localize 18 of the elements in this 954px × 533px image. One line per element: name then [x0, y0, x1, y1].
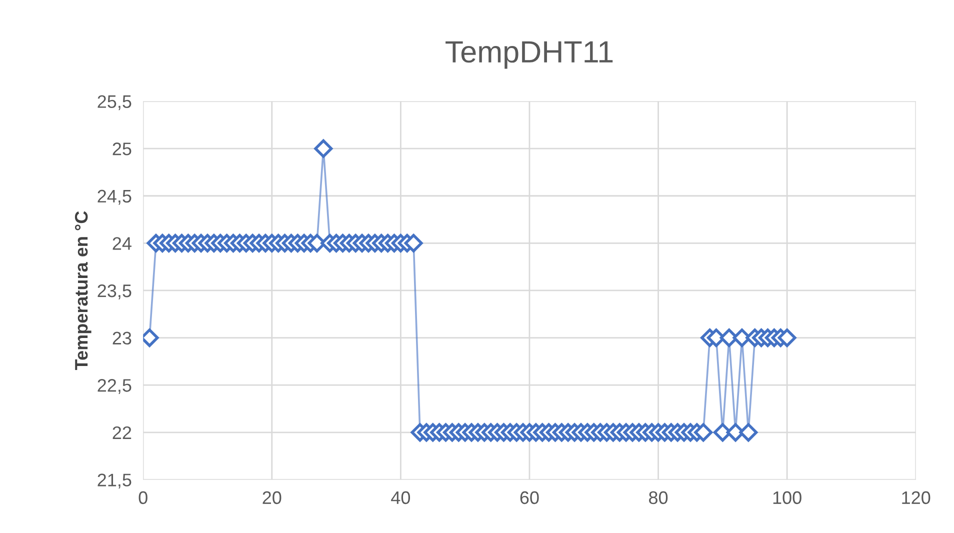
x-tick-label: 80: [649, 491, 668, 504]
y-tick-label: 22,5: [98, 379, 132, 394]
chart-title: TempDHT11: [446, 41, 613, 69]
x-tick-label: 120: [902, 491, 930, 504]
y-tick-label: 24: [112, 237, 132, 250]
y-tick-label: 24,5: [98, 190, 132, 205]
y-tick-label: 23,5: [98, 284, 132, 300]
x-tick-label: 100: [773, 491, 802, 504]
y-axis-title: Temperatura en °C: [74, 211, 92, 370]
x-tick-label: 40: [391, 491, 410, 504]
y-tick-label: 25: [112, 142, 132, 156]
x-tick-label: 60: [520, 491, 539, 504]
x-tick-label: 20: [262, 491, 282, 504]
y-tick-label: 25,5: [98, 95, 132, 110]
y-tick-label: 22: [112, 426, 132, 439]
x-tick-label: 0: [138, 491, 148, 504]
y-tick-label: 21,5: [98, 474, 132, 489]
y-tick-label: 23: [112, 332, 132, 345]
